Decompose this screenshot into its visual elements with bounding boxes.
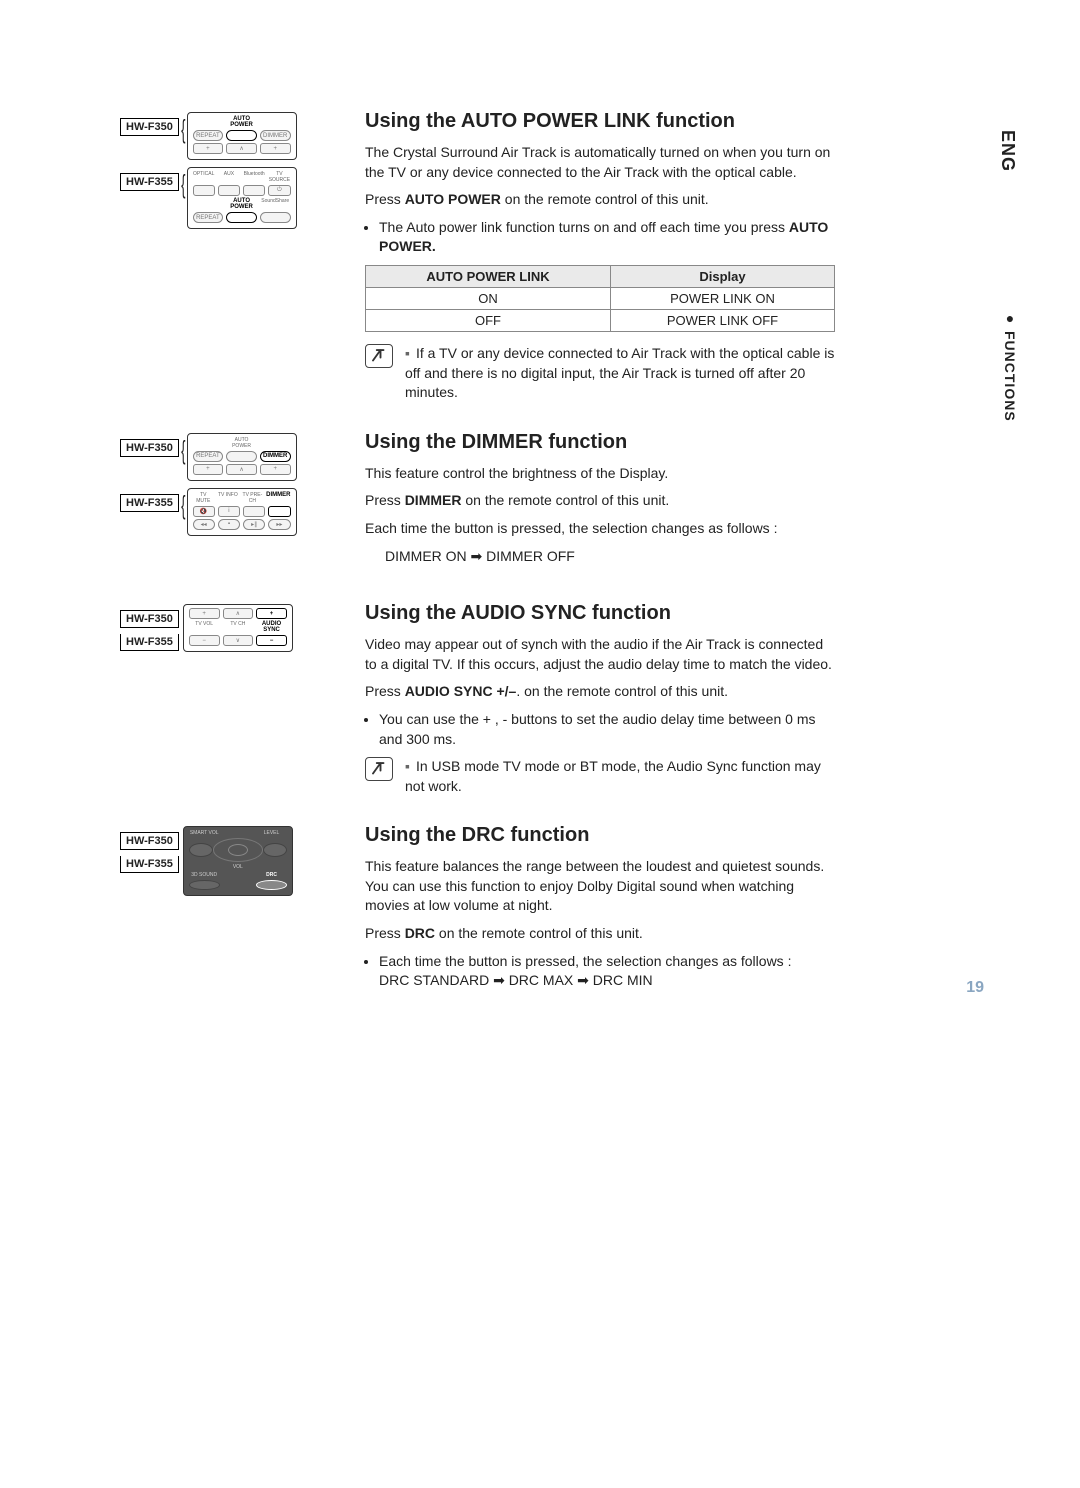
- note-text: In USB mode TV mode or BT mode, the Audi…: [405, 757, 835, 796]
- section-drc: HW-F350 HW-F355 SMART VOLLEVEL VOL 3D SO…: [120, 824, 990, 999]
- model-label-f355: HW-F355: [120, 494, 179, 512]
- remote-btn-dimmer: [268, 506, 290, 517]
- heading-dimmer: Using the DIMMER function: [365, 431, 835, 454]
- note: In USB mode TV mode or BT mode, the Audi…: [365, 757, 835, 796]
- model-label-f355: HW-F355: [120, 173, 179, 191]
- text: Press DRC on the remote control of this …: [365, 924, 835, 944]
- section-audiosync: HW-F350 HW-F355 +∧+ TV VOLTV CHAUDIO SYN…: [120, 602, 990, 796]
- remote-btn-audiosync-minus: −: [256, 635, 287, 646]
- heading-drc: Using the DRC function: [365, 824, 835, 847]
- sequence: DRC STANDARD ➡ DRC MAX ➡ DRC MIN: [379, 972, 653, 988]
- remote-btn: REPEAT: [193, 130, 224, 141]
- brace-icon: {: [181, 116, 185, 142]
- section-autopower: HW-F350 { AUTO POWER REPEAT DIMMER +∧+ HW…: [120, 110, 990, 403]
- list-item: The Auto power link function turns on an…: [379, 218, 835, 257]
- remote-diagram: TV MUTETV INFOTV PRE-CHDIMMER 🔇i ◂◂▪▸∥▸▸: [187, 488, 297, 536]
- section-dimmer: HW-F350 { AUTO POWER REPEATDIMMER +∧+ HW…: [120, 431, 990, 574]
- model-label-f350: HW-F350: [120, 610, 179, 628]
- btn-label-autopower: AUTO POWER: [226, 198, 257, 210]
- remote-btn-autopower: [226, 212, 257, 223]
- remote-diagram: OPTICALAUXBluetoothTV SOURCE ⏻ AUTO POWE…: [187, 167, 297, 229]
- brace-icon: {: [181, 171, 185, 197]
- section-label: FUNCTIONS: [1002, 310, 1018, 422]
- text: This feature balances the range between …: [365, 857, 835, 916]
- note-text: If a TV or any device connected to Air T…: [405, 344, 835, 403]
- table-cell: POWER LINK ON: [611, 287, 835, 309]
- remote-diagram: +∧+ TV VOLTV CHAUDIO SYNC −∨−: [183, 604, 293, 652]
- model-label-f350: HW-F350: [120, 118, 179, 136]
- list-item: Each time the button is pressed, the sel…: [379, 952, 835, 991]
- heading-audiosync: Using the AUDIO SYNC function: [365, 602, 835, 625]
- table-header: Display: [611, 265, 835, 287]
- sequence: DIMMER ON ➡ DIMMER OFF: [365, 547, 835, 567]
- btn-label-audiosync: AUDIO SYNC: [256, 621, 287, 633]
- list-item: You can use the + , - buttons to set the…: [379, 710, 835, 749]
- btn-label-autopower: AUTO POWER: [226, 116, 257, 128]
- table-cell: POWER LINK OFF: [611, 309, 835, 331]
- remote-btn-autopower: [226, 130, 257, 141]
- text: Press AUTO POWER on the remote control o…: [365, 190, 835, 210]
- remote-btn-drc: [256, 880, 287, 890]
- remote-btn: +: [193, 143, 224, 154]
- text: Video may appear out of synch with the a…: [365, 635, 835, 674]
- btn-label-drc: DRC: [256, 872, 287, 878]
- text: The Crystal Surround Air Track is automa…: [365, 143, 835, 182]
- model-label-f350: HW-F350: [120, 832, 179, 850]
- btn-label-dimmer: DIMMER: [266, 492, 290, 504]
- text: This feature control the brightness of t…: [365, 464, 835, 484]
- diagram-audiosync: HW-F350 HW-F355 +∧+ TV VOLTV CHAUDIO SYN…: [120, 602, 345, 796]
- table-cell: ON: [366, 287, 611, 309]
- diagram-autopower: HW-F350 { AUTO POWER REPEAT DIMMER +∧+ HW…: [120, 110, 345, 403]
- brace-icon: {: [181, 437, 185, 463]
- brace-icon: {: [181, 492, 185, 518]
- table-header: AUTO POWER LINK: [366, 265, 611, 287]
- note-icon: [365, 757, 393, 781]
- remote-btn-audiosync-plus: +: [256, 608, 287, 619]
- text: Each time the button is pressed, the sel…: [365, 519, 835, 539]
- text: Press AUDIO SYNC +/–. on the remote cont…: [365, 682, 835, 702]
- remote-diagram: AUTO POWER REPEAT DIMMER +∧+: [187, 112, 297, 160]
- note: If a TV or any device connected to Air T…: [365, 344, 835, 403]
- language-label: ENG: [997, 130, 1018, 172]
- model-label-f355: HW-F355: [120, 634, 179, 651]
- autopower-table: AUTO POWER LINKDisplay ONPOWER LINK ON O…: [365, 265, 835, 332]
- model-label-f355: HW-F355: [120, 856, 179, 873]
- manual-page: ENG FUNCTIONS HW-F350 { AUTO POWER REPEA…: [0, 0, 1080, 1087]
- remote-btn: +: [260, 143, 291, 154]
- note-icon: [365, 344, 393, 368]
- diagram-dimmer: HW-F350 { AUTO POWER REPEATDIMMER +∧+ HW…: [120, 431, 345, 574]
- remote-btn-dimmer: DIMMER: [260, 451, 291, 462]
- remote-btn: DIMMER: [260, 130, 291, 141]
- remote-diagram: SMART VOLLEVEL VOL 3D SOUNDDRC: [183, 826, 293, 896]
- remote-diagram: AUTO POWER REPEATDIMMER +∧+: [187, 433, 297, 481]
- heading-autopower: Using the AUTO POWER LINK function: [365, 110, 835, 133]
- diagram-drc: HW-F350 HW-F355 SMART VOLLEVEL VOL 3D SO…: [120, 824, 345, 999]
- page-number: 19: [966, 979, 984, 997]
- table-cell: OFF: [366, 309, 611, 331]
- text: Press DIMMER on the remote control of th…: [365, 491, 835, 511]
- model-label-f350: HW-F350: [120, 439, 179, 457]
- remote-btn: ∧: [226, 143, 257, 154]
